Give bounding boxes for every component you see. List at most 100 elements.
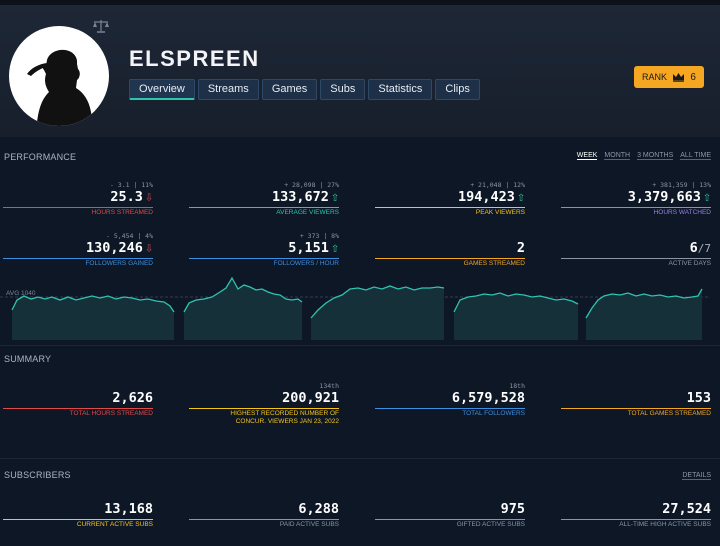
stat-label: FOLLOWERS GAINED (85, 260, 153, 267)
stat-value: 6,579,528 (451, 390, 525, 406)
stat-label: HOURS STREAMED (91, 209, 153, 216)
stat-underline (561, 258, 711, 259)
series-line (453, 292, 579, 313)
stat-underline (561, 519, 711, 520)
chart-segments (11, 276, 703, 340)
average-label: AVG 1040 (6, 290, 36, 297)
stat-underline (189, 207, 339, 208)
stat-change: - 5,454 | 4% (106, 232, 153, 240)
stat-label: CURRENT ACTIVE SUBS (76, 521, 153, 528)
stat-underline (3, 258, 153, 259)
series-line (11, 295, 175, 313)
stat-label: ALL-TIME HIGH ACTIVE SUBS (619, 521, 711, 528)
stat-underline (189, 408, 339, 409)
tab-overview[interactable]: Overview (129, 79, 195, 100)
rank-value: 6 (690, 71, 696, 83)
stat-underline (375, 519, 525, 520)
series-line (183, 276, 303, 313)
stat-underline (561, 408, 711, 409)
stat-label: GIFTED ACTIVE SUBS (456, 521, 525, 528)
stat-value: 13,168 (104, 501, 153, 517)
tab-clips[interactable]: Clips (435, 79, 480, 100)
stat-total-followers: 18th 6,579,528 TOTAL FOLLOWERS (375, 382, 525, 417)
arrow-down-icon: ⇩ (144, 240, 153, 256)
stat-change: + 381,359 | 13% (652, 181, 711, 189)
stat-label: PAID ACTIVE SUBS (279, 521, 339, 528)
channel-tabs: Overview Streams Games Subs Statistics C… (129, 79, 480, 100)
chart-area (586, 289, 702, 340)
channel-name: ELSPREEN (129, 46, 260, 71)
details-link[interactable]: DETAILS (682, 472, 711, 480)
stat-underline (3, 519, 153, 520)
section-divider (0, 458, 720, 459)
stat-value: 153 (686, 390, 711, 406)
arrow-up-icon: ⇧ (330, 240, 339, 256)
stat-followers-per-hour: + 373 | 8% 5,151 ⇧ FOLLOWERS / HOUR (189, 232, 339, 267)
arrow-up-icon: ⇧ (516, 189, 525, 205)
stat-label: HIGHEST RECORDED NUMBER OF CONCUR. VIEWE… (230, 410, 339, 425)
stat-change: + 21,048 | 12% (470, 181, 525, 189)
stat-followers-gained: - 5,454 | 4% 130,246 ⇩ FOLLOWERS GAINED (3, 232, 153, 267)
stat-value: 25.3 (110, 189, 143, 205)
stat-value: 6 (689, 240, 698, 256)
crown-icon (673, 73, 685, 82)
stat-highest-concurrent-viewers: 134th 200,921 HIGHEST RECORDED NUMBER OF… (189, 382, 339, 425)
arrow-up-icon: ⇧ (330, 189, 339, 205)
stat-label: TOTAL FOLLOWERS (462, 410, 525, 417)
stat-rank: 134th (319, 382, 339, 390)
series-line (310, 285, 445, 319)
stat-label: FOLLOWERS / HOUR (273, 260, 339, 267)
stat-underline (3, 408, 153, 409)
range-selector: WEEK MONTH 3 MONTHS ALL TIME (576, 152, 711, 160)
stat-underline (375, 408, 525, 409)
stat-value: 3,379,663 (627, 189, 701, 205)
stat-label: HOURS WATCHED (653, 209, 711, 216)
stat-label: ACTIVE DAYS (668, 260, 711, 267)
range-all-time[interactable]: ALL TIME (680, 152, 711, 160)
stat-value: 200,921 (282, 390, 339, 406)
stat-label: AVERAGE VIEWERS (276, 209, 339, 216)
stat-underline (189, 519, 339, 520)
tab-streams[interactable]: Streams (197, 79, 259, 100)
stat-underline (3, 207, 153, 208)
avatar[interactable] (9, 26, 109, 126)
chart-area (12, 296, 174, 340)
stat-label: TOTAL HOURS STREAMED (69, 410, 153, 417)
stat-value: 130,246 (85, 240, 143, 256)
stat-hours-streamed: - 3.1 | 11% 25.3 ⇩ HOURS STREAMED (3, 181, 153, 216)
performance-title: PERFORMANCE (4, 152, 77, 162)
stat-label: PEAK VIEWERS (475, 209, 525, 216)
stat-active-days: 6/7 ACTIVE DAYS (561, 232, 711, 267)
subscribers-title: SUBSCRIBERS (4, 470, 71, 480)
arrow-down-icon: ⇩ (144, 189, 153, 205)
stat-change: + 373 | 8% (299, 232, 339, 240)
stat-total-hours-streamed: 2,626 TOTAL HOURS STREAMED (3, 382, 153, 417)
stat-value: 2,626 (112, 390, 153, 406)
stat-value: 194,423 (457, 189, 515, 205)
range-3months[interactable]: 3 MONTHS (637, 152, 674, 160)
stat-underline (375, 207, 525, 208)
range-month[interactable]: MONTH (604, 152, 631, 160)
section-divider (0, 345, 720, 346)
tab-statistics[interactable]: Statistics (368, 79, 433, 100)
tab-subs[interactable]: Subs (320, 79, 366, 100)
stat-games-streamed: 2 GAMES STREAMED (375, 232, 525, 267)
stat-value: 133,672 (271, 189, 329, 205)
stat-all-time-high-subs: 27,524 ALL-TIME HIGH ACTIVE SUBS (561, 493, 711, 528)
scale-icon (93, 20, 109, 33)
stat-label: GAMES STREAMED (463, 260, 525, 267)
stat-value: 5,151 (288, 240, 329, 256)
stat-peak-viewers: + 21,048 | 12% 194,423 ⇧ PEAK VIEWERS (375, 181, 525, 216)
rank-badge[interactable]: RANK 6 (634, 66, 704, 88)
stat-value: 2 (516, 240, 525, 256)
stat-value: 27,524 (662, 501, 711, 517)
stat-underline (189, 258, 339, 259)
stat-denominator: /7 (697, 242, 711, 255)
range-week[interactable]: WEEK (576, 152, 598, 160)
tab-games[interactable]: Games (261, 79, 318, 100)
summary-title: SUMMARY (4, 354, 52, 364)
stat-paid-active-subs: 6,288 PAID ACTIVE SUBS (189, 493, 339, 528)
stat-underline (561, 207, 711, 208)
series-line (585, 288, 703, 319)
arrow-up-icon: ⇧ (702, 189, 711, 205)
